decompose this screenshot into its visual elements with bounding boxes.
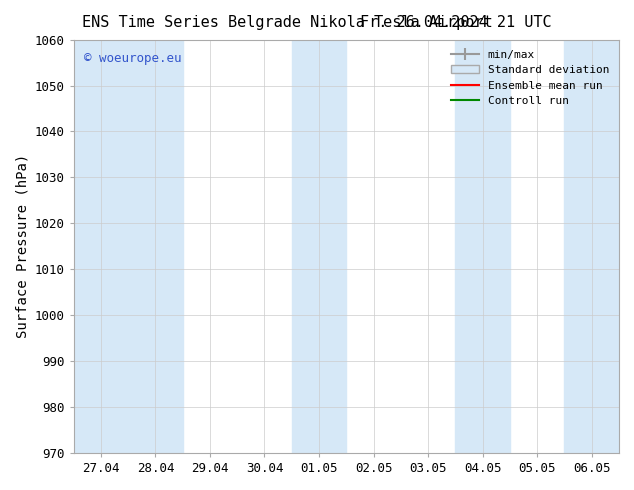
Bar: [564, 40, 619, 453]
Text: Fr. 26.04.2024 21 UTC: Fr. 26.04.2024 21 UTC: [360, 15, 552, 30]
Bar: [74, 40, 128, 453]
Y-axis label: Surface Pressure (hPa): Surface Pressure (hPa): [15, 154, 29, 339]
Legend: min/max, Standard deviation, Ensemble mean run, Controll run: min/max, Standard deviation, Ensemble me…: [446, 45, 614, 111]
Text: © woeurope.eu: © woeurope.eu: [84, 52, 182, 65]
Bar: [455, 40, 510, 453]
Bar: [128, 40, 183, 453]
Bar: [292, 40, 346, 453]
Text: ENS Time Series Belgrade Nikola Tesla Airport: ENS Time Series Belgrade Nikola Tesla Ai…: [82, 15, 493, 30]
